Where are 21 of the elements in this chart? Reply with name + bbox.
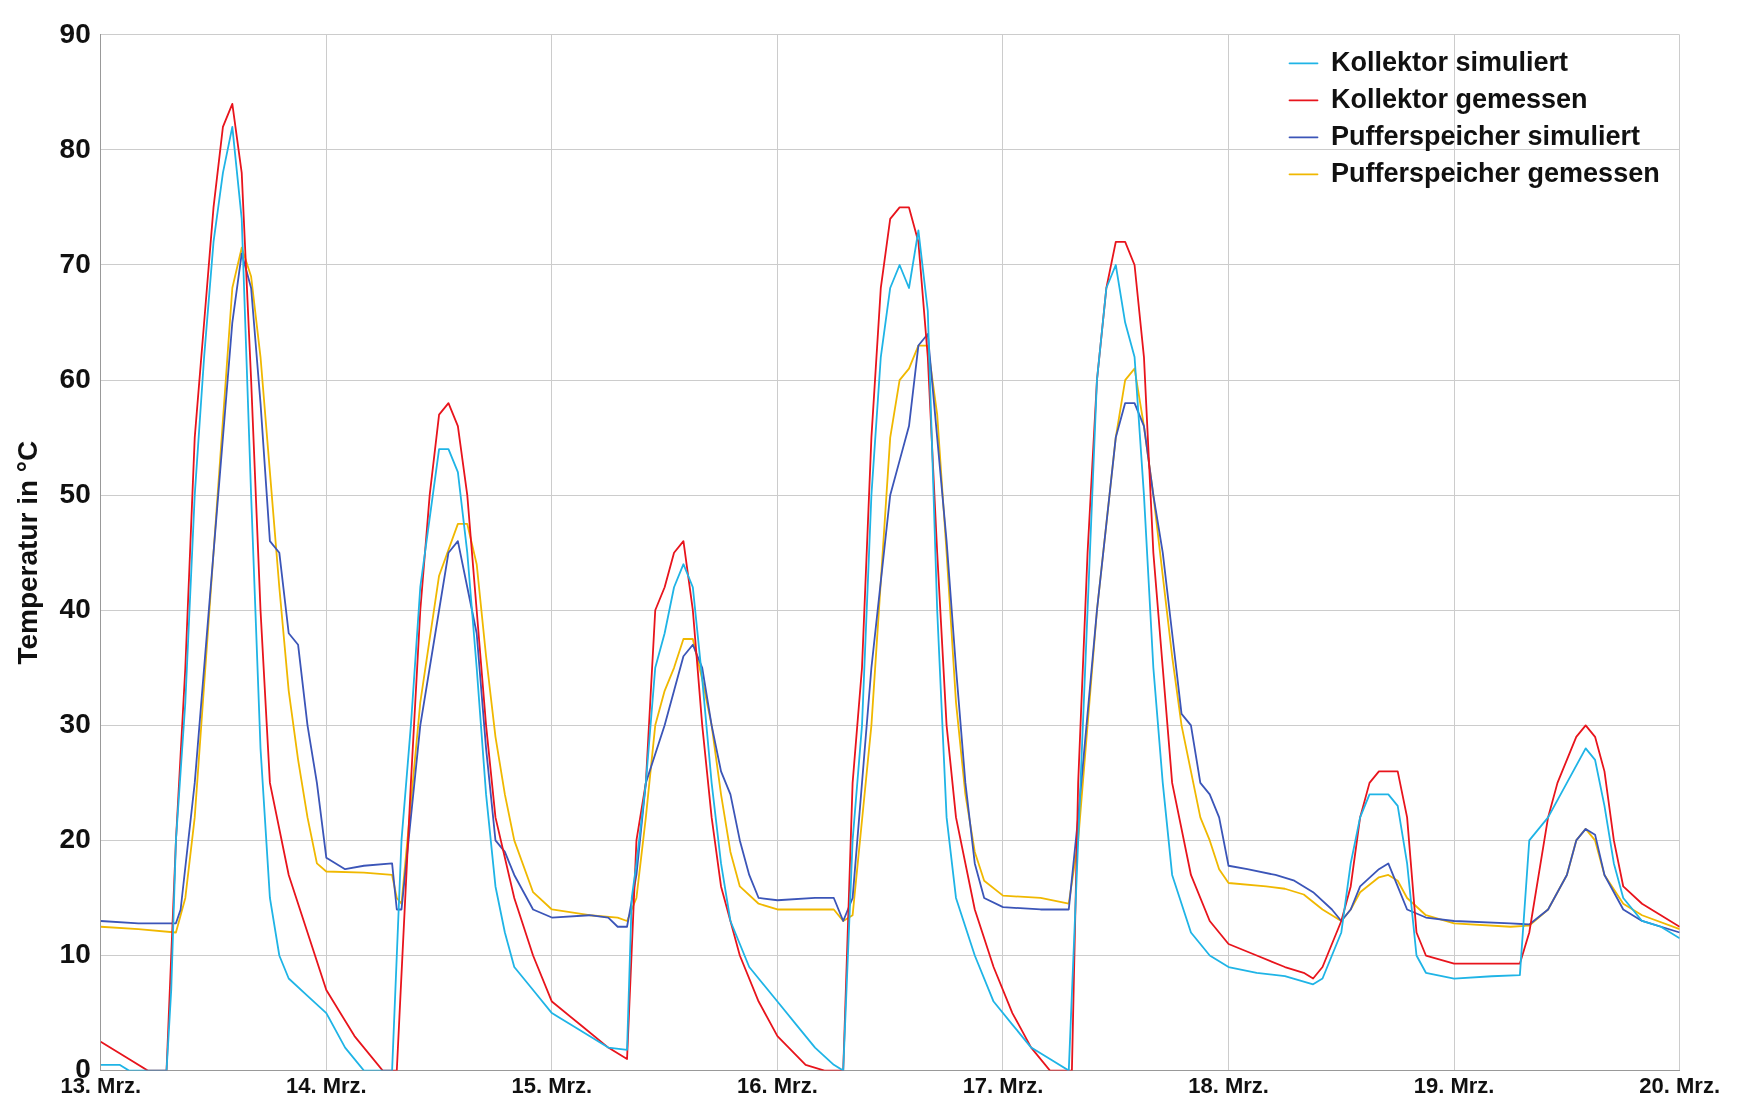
y-axis-title: Temperatur in °C: [11, 440, 43, 665]
x-tick-label: 15. Mrz.: [511, 1072, 593, 1098]
y-tick-label: 80: [59, 132, 91, 164]
x-tick-label: 19. Mrz.: [1413, 1072, 1495, 1098]
y-tick-label: 40: [59, 592, 91, 624]
x-tick-label: 18. Mrz.: [1188, 1072, 1269, 1098]
legend-label: Kollektor gemessen: [1331, 83, 1588, 114]
legend-label: Pufferspeicher gemessen: [1331, 157, 1660, 188]
x-tick-label: 14. Mrz.: [285, 1072, 367, 1098]
legend-label: Pufferspeicher simuliert: [1331, 120, 1641, 151]
x-tick-label: 20. Mrz.: [1639, 1072, 1720, 1098]
y-tick-label: 60: [59, 362, 91, 394]
y-tick-label: 90: [59, 17, 91, 49]
y-tick-label: 50: [59, 477, 91, 509]
legend-label: Kollektor simuliert: [1331, 46, 1569, 77]
y-tick-label: 10: [59, 938, 91, 970]
x-tick-label: 17. Mrz.: [962, 1072, 1044, 1098]
y-tick-label: 70: [59, 247, 91, 279]
y-tick-label: 30: [59, 708, 91, 740]
y-tick-label: 20: [59, 823, 91, 855]
x-tick-label: 16. Mrz.: [737, 1072, 818, 1098]
